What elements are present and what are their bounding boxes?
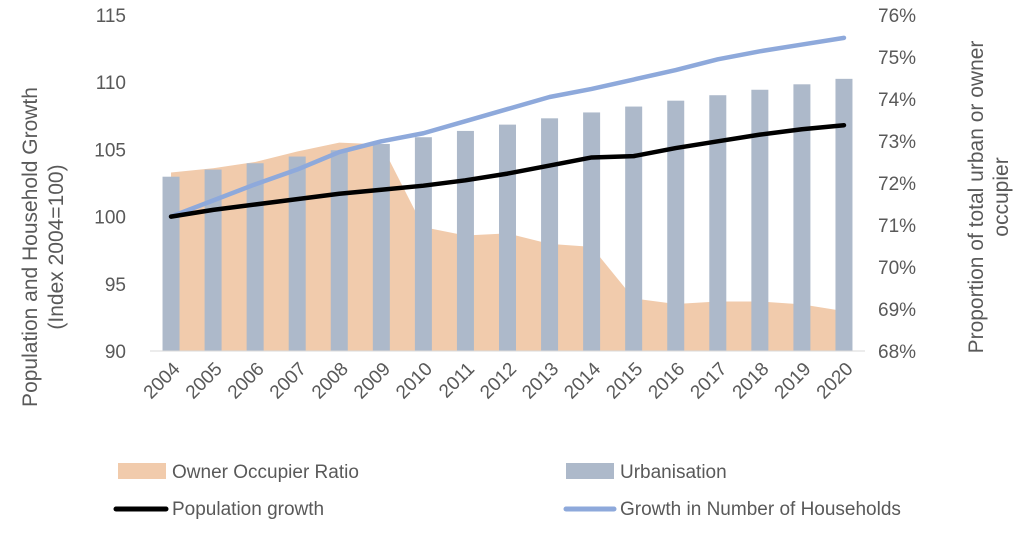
urbanisation-bar-2017 <box>709 95 727 351</box>
urbanisation-bar-2014 <box>583 112 601 351</box>
x-tick-label: 2018 <box>729 359 774 404</box>
x-tick-label: 2014 <box>560 358 605 403</box>
right-tick-label: 76% <box>878 6 916 27</box>
x-tick-label: 2017 <box>687 359 732 404</box>
x-tick-label: 2019 <box>771 359 816 404</box>
x-tick-label: 2005 <box>182 359 227 404</box>
right-tick-label: 72% <box>878 174 916 195</box>
urbanisation-bar-2019 <box>793 84 811 352</box>
legend-label-urbanisation: Urbanisation <box>620 462 727 483</box>
legend: Owner Occupier Ratio Urbanisation Popula… <box>113 462 901 520</box>
urbanisation-bar-2005 <box>204 169 222 351</box>
urbanisation-bar-2004 <box>162 176 180 351</box>
right-tick-label: 75% <box>878 48 916 69</box>
left-tick-label: 95 <box>105 275 126 296</box>
urbanisation-bar-layer <box>162 78 853 352</box>
legend-label-households: Growth in Number of Households <box>620 499 901 520</box>
x-tick-label: 2013 <box>518 359 563 404</box>
urbanisation-bar-2006 <box>246 163 264 351</box>
left-axis-title-line2: (Index 2004=100) <box>45 164 68 329</box>
line-series-layer <box>168 35 847 219</box>
right-axis-title-line2: occupier <box>990 157 1013 236</box>
population-growth-line <box>168 122 847 219</box>
x-tick-label: 2011 <box>435 359 479 403</box>
right-tick-label: 70% <box>878 258 916 279</box>
left-tick-label: 100 <box>94 208 126 229</box>
urbanisation-bar-2012 <box>499 124 516 352</box>
left-tick-label: 90 <box>105 342 126 363</box>
left-tick-label: 115 <box>96 6 126 27</box>
households-growth-line <box>168 35 847 219</box>
x-tick-label: 2015 <box>602 359 647 404</box>
legend-label-population-growth: Population growth <box>172 499 324 520</box>
legend-swatch-owner-occupier <box>118 463 166 479</box>
x-tick-label: 2004 <box>140 358 185 403</box>
urbanisation-bar-2016 <box>667 100 685 352</box>
left-tick-label: 110 <box>96 73 126 94</box>
right-tick-label: 69% <box>878 300 916 321</box>
legend-label-owner-occupier: Owner Occupier Ratio <box>172 462 359 483</box>
urbanisation-bar-2018 <box>751 89 769 351</box>
urbanisation-bar-2009 <box>372 143 390 351</box>
right-tick-label: 73% <box>878 132 916 153</box>
x-tick-label: 2008 <box>308 359 353 404</box>
urbanisation-bar-2020 <box>835 78 853 351</box>
urbanisation-bar-2013 <box>541 118 559 351</box>
right-tick-label: 71% <box>878 216 916 237</box>
x-tick-label: 2016 <box>645 359 690 404</box>
right-tick-label: 68% <box>878 342 916 363</box>
x-tick-label: 2009 <box>350 359 395 404</box>
left-y-axis-ticks: 90 95 100 105 110 115 <box>94 6 126 363</box>
urbanisation-bar-2007 <box>288 156 306 351</box>
right-tick-label: 74% <box>878 90 916 111</box>
x-tick-label: 2006 <box>224 359 269 404</box>
urbanisation-bar-2011 <box>456 130 474 351</box>
x-tick-label: 2010 <box>392 359 437 404</box>
legend-swatch-urbanisation <box>566 463 614 479</box>
x-tick-label: 2012 <box>476 359 521 404</box>
x-tick-label: 2020 <box>813 359 858 404</box>
right-axis-title-line1: Proportion of total urban or owner <box>965 41 988 354</box>
left-axis-title-line1: Population and Household Growth <box>19 87 42 407</box>
urbanisation-bar-2015 <box>625 106 643 351</box>
x-tick-label: 2007 <box>266 359 311 404</box>
urbanisation-bar-2008 <box>330 150 348 351</box>
left-tick-label: 105 <box>94 140 126 161</box>
right-y-axis-ticks: 68% 69% 70% 71% 72% 73% 74% 75% 76% <box>878 6 916 363</box>
x-axis-ticks: 2004200520062007200820092010201120122013… <box>140 358 858 403</box>
urbanisation-bar-2010 <box>414 137 432 351</box>
